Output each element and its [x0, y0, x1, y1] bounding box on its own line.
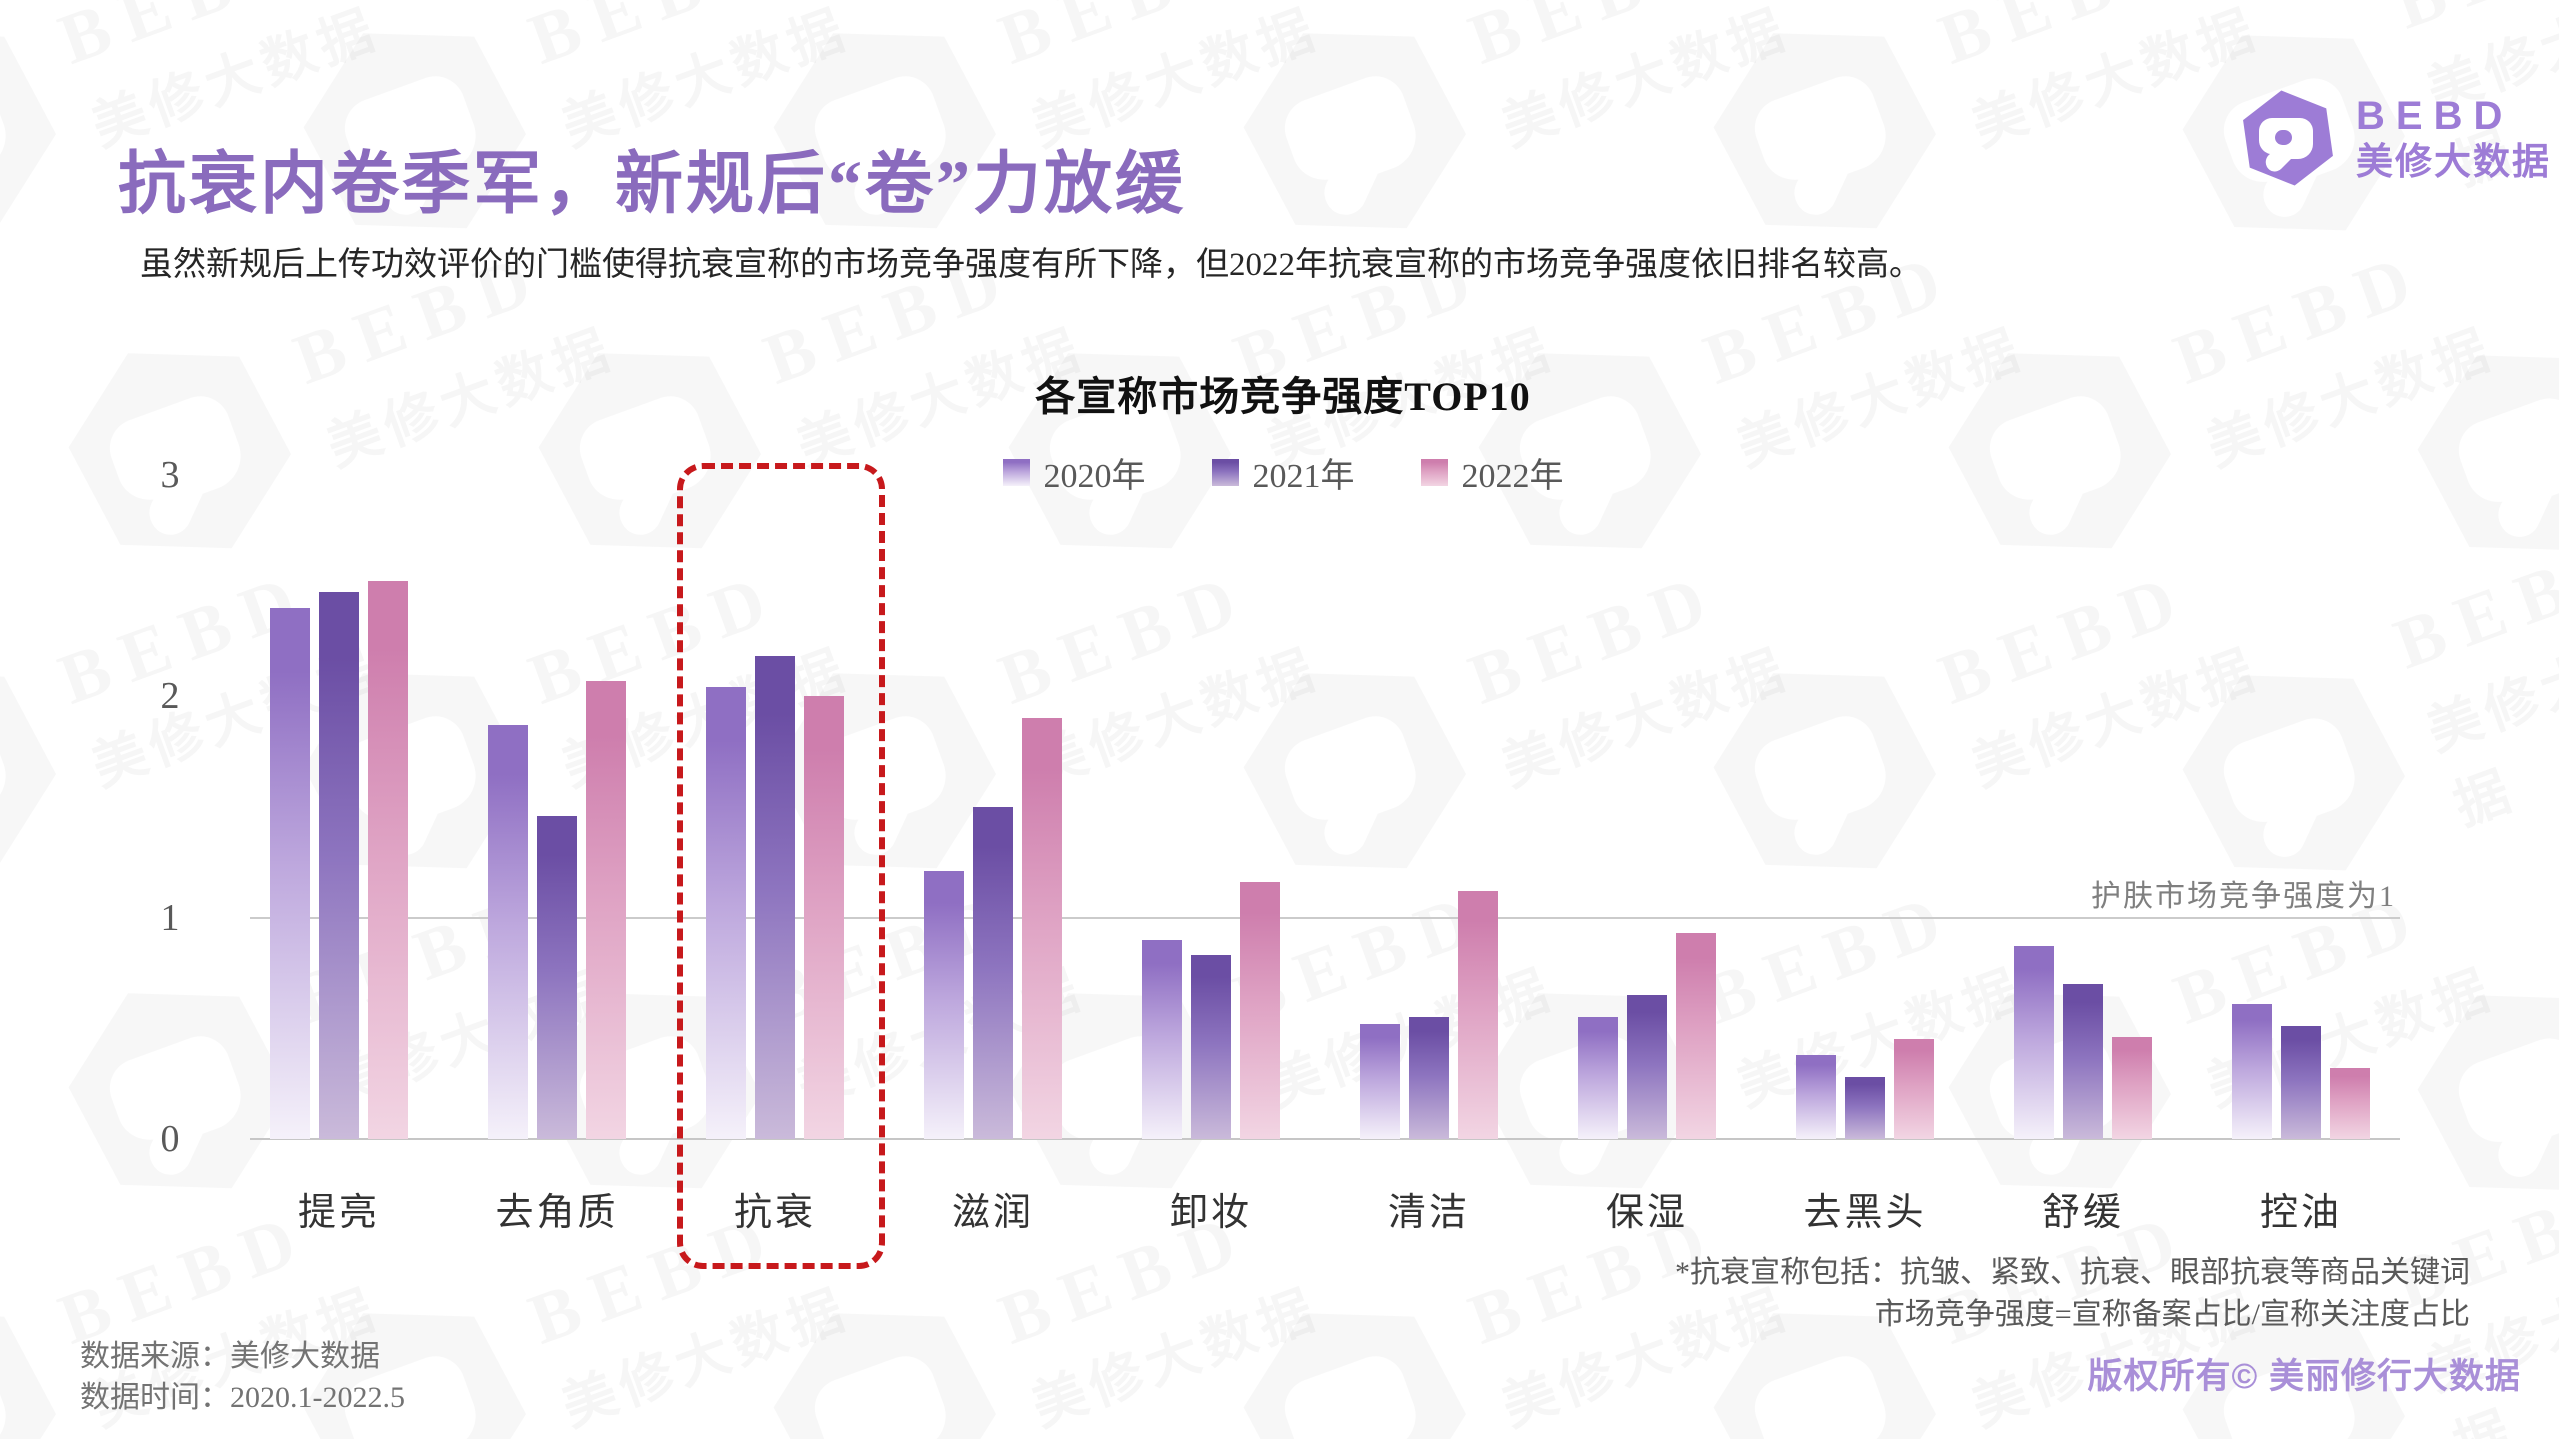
bar-提亮-2022年 — [368, 581, 408, 1139]
footnote-line-2: 市场竞争强度=宣称备案占比/宣称关注度占比 — [1874, 1298, 2470, 1331]
bar-group-卸妆 — [1142, 882, 1280, 1139]
category-label-滋润: 滋润 — [951, 1192, 1034, 1234]
bar-舒缓-2022年 — [2112, 1037, 2152, 1139]
bar-卸妆-2020年 — [1142, 940, 1182, 1139]
category-label-卸妆: 卸妆 — [1169, 1192, 1252, 1234]
bar-group-去黑头 — [1796, 1039, 1934, 1139]
bar-group-保湿 — [1578, 933, 1716, 1139]
y-axis-tick-1: 1 — [160, 896, 180, 939]
bar-去角质-2020年 — [488, 725, 528, 1139]
bar-舒缓-2021年 — [2063, 984, 2103, 1139]
bar-去黑头-2021年 — [1845, 1077, 1885, 1139]
copyright-text: 版权所有© 美丽修行大数据 — [2087, 1357, 2521, 1396]
bar-卸妆-2021年 — [1191, 955, 1231, 1139]
bar-控油-2022年 — [2330, 1068, 2370, 1139]
bar-清洁-2021年 — [1409, 1017, 1449, 1139]
bar-抗衰-2021年 — [755, 656, 795, 1139]
y-axis-tick-3: 3 — [160, 454, 180, 496]
bar-提亮-2020年 — [270, 608, 310, 1139]
bar-group-提亮 — [270, 581, 408, 1139]
legend-item-2022年: 2022年 — [1420, 448, 1564, 497]
brand-name-en: BEBD — [2356, 93, 2514, 138]
page-subtitle: 虽然新规后上传功效评价的门槛使得抗衰宣称的市场竞争强度有所下降，但2022年抗衰… — [140, 247, 1922, 283]
bar-保湿-2021年 — [1627, 995, 1667, 1139]
chart-footnote: *抗衰宣称包括：抗皱、紧致、抗衰、眼部抗衰等商品关键词 市场竞争强度=宣称备案占… — [1675, 1252, 2470, 1336]
bebd-logo-icon — [2243, 90, 2333, 186]
bar-去黑头-2020年 — [1796, 1055, 1836, 1139]
legend-swatch-2021年 — [1211, 459, 1239, 486]
gridline-value-1 — [250, 917, 2400, 919]
category-label-去角质: 去角质 — [495, 1192, 619, 1234]
bar-group-清洁 — [1360, 891, 1498, 1139]
brand-logo: BEBD 美修大数据 — [2238, 88, 2551, 188]
bar-提亮-2021年 — [319, 592, 359, 1139]
x-axis-line — [250, 1138, 2400, 1140]
category-label-舒缓: 舒缓 — [2041, 1192, 2124, 1234]
bar-滋润-2022年 — [1022, 718, 1062, 1139]
bar-保湿-2020年 — [1578, 1017, 1618, 1139]
bar-chart-plot: 护肤市场竞争强度为1 0 1 2 3 提亮 去角质 抗衰 滋润 卸妆 清洁 保湿 去黑头 舒缓 控油 — [161, 454, 2400, 1234]
legend-label-2020年: 2020年 — [1043, 458, 1146, 495]
bar-控油-2020年 — [2232, 1004, 2272, 1139]
footnote-line-1: *抗衰宣称包括：抗皱、紧致、抗衰、眼部抗衰等商品关键词 — [1675, 1256, 2470, 1289]
brand-logo-text: BEBD 美修大数据 — [2356, 96, 2551, 181]
legend-label-2022年: 2022年 — [1461, 458, 1564, 495]
bar-group-滋润 — [924, 718, 1062, 1139]
bar-卸妆-2022年 — [1240, 882, 1280, 1139]
bar-滋润-2021年 — [973, 807, 1013, 1139]
bar-滋润-2020年 — [924, 871, 964, 1139]
legend-swatch-2022年 — [1420, 459, 1448, 486]
legend-item-2020年: 2020年 — [1002, 448, 1146, 497]
bar-清洁-2022年 — [1458, 891, 1498, 1139]
y-axis-tick-2: 2 — [160, 675, 180, 718]
data-source-line: 数据来源：美修大数据 — [80, 1340, 380, 1373]
bar-group-抗衰 — [706, 656, 844, 1139]
bar-控油-2021年 — [2281, 1026, 2321, 1139]
bar-舒缓-2020年 — [2014, 946, 2054, 1139]
legend-item-2021年: 2021年 — [1211, 448, 1355, 497]
bar-去角质-2022年 — [586, 681, 626, 1139]
chart-legend: 2020年 2021年 2022年 — [166, 448, 2400, 497]
page-title: 抗衰内卷季军，新规后“卷”力放缓 — [118, 146, 1187, 222]
bar-抗衰-2022年 — [804, 696, 844, 1139]
bar-group-控油 — [2232, 1004, 2370, 1139]
category-label-保湿: 保湿 — [1605, 1192, 1688, 1234]
bar-保湿-2022年 — [1676, 933, 1716, 1139]
bar-group-舒缓 — [2014, 946, 2152, 1139]
bar-抗衰-2020年 — [706, 687, 746, 1139]
reference-annotation: 护肤市场竞争强度为1 — [2091, 880, 2396, 913]
category-label-抗衰: 抗衰 — [733, 1192, 816, 1234]
legend-label-2021年: 2021年 — [1252, 458, 1355, 495]
category-label-清洁: 清洁 — [1387, 1192, 1470, 1234]
bar-group-去角质 — [488, 681, 626, 1139]
chart-title: 各宣称市场竞争强度TOP10 — [1035, 374, 1531, 419]
data-source-block: 数据来源：美修大数据 数据时间：2020.1-2022.5 — [80, 1336, 405, 1418]
legend-swatch-2020年 — [1002, 459, 1030, 486]
data-period-line: 数据时间：2020.1-2022.5 — [80, 1381, 405, 1414]
bar-去黑头-2022年 — [1894, 1039, 1934, 1139]
highlight-dashed-box — [677, 463, 885, 1269]
category-label-控油: 控油 — [2259, 1192, 2342, 1234]
category-label-提亮: 提亮 — [297, 1192, 380, 1234]
y-axis-tick-0: 0 — [160, 1118, 180, 1160]
category-label-去黑头: 去黑头 — [1803, 1192, 1927, 1234]
bar-清洁-2020年 — [1360, 1024, 1400, 1139]
bar-去角质-2021年 — [537, 816, 577, 1139]
brand-name-cn: 美修大数据 — [2356, 141, 2551, 183]
